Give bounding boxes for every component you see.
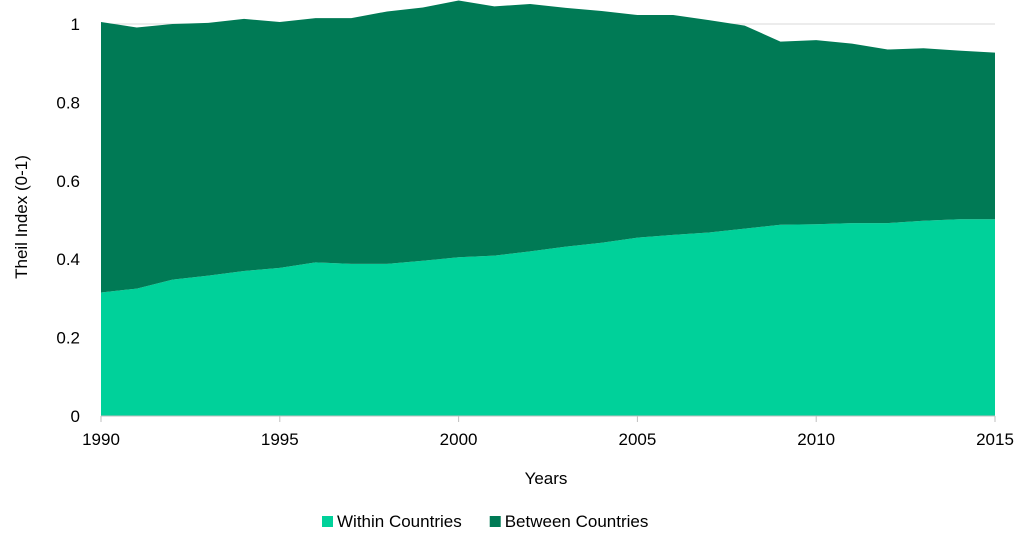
x-tick-labels: 1990 1995 2000 2005 2010 2015 bbox=[82, 430, 1014, 449]
x-axis-title: Years bbox=[525, 469, 568, 488]
area-series-between-countries bbox=[101, 0, 995, 293]
axes bbox=[100, 415, 996, 422]
legend-swatch-between-countries bbox=[489, 516, 501, 527]
y-axis-title: Theil Index (0-1) bbox=[12, 155, 31, 279]
x-tick-label-3: 2005 bbox=[618, 430, 656, 449]
legend-label-between-countries: Between Countries bbox=[505, 512, 649, 531]
area-series-within-countries bbox=[101, 219, 995, 416]
y-tick-label-1: 0.2 bbox=[56, 329, 80, 348]
y-tick-label-3: 0.6 bbox=[56, 172, 80, 191]
y-tick-labels: 0 0.2 0.4 0.6 0.8 1 bbox=[56, 15, 80, 426]
y-tick-label-0: 0 bbox=[71, 407, 80, 426]
y-tick-label-5: 1 bbox=[71, 15, 80, 34]
series-areas bbox=[101, 0, 995, 416]
y-tick-label-4: 0.8 bbox=[56, 93, 80, 112]
legend-swatch-within-countries bbox=[322, 516, 333, 527]
x-tick-label-1: 1995 bbox=[261, 430, 299, 449]
x-tick-label-4: 2010 bbox=[797, 430, 835, 449]
x-tick-label-2: 2000 bbox=[440, 430, 478, 449]
x-tick-label-5: 2015 bbox=[976, 430, 1014, 449]
legend-label-within-countries: Within Countries bbox=[337, 512, 462, 531]
legend: Within Countries Between Countries bbox=[322, 512, 648, 531]
x-tick-label-0: 1990 bbox=[82, 430, 120, 449]
y-tick-label-2: 0.4 bbox=[56, 250, 80, 269]
